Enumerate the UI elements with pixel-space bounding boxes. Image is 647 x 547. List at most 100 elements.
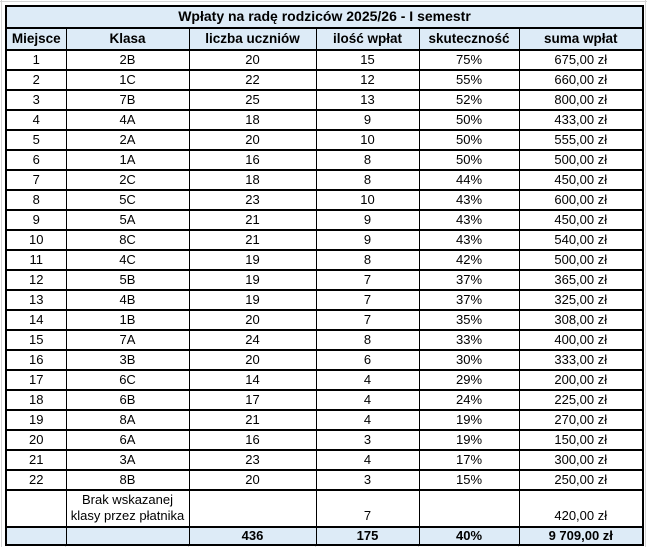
cell-klasa[interactable]: 8A xyxy=(65,409,190,431)
cell-suma-wplat[interactable]: 450,00 zł xyxy=(518,169,644,191)
cell-miejsce[interactable]: 22 xyxy=(5,469,67,491)
cell-klasa[interactable]: 2A xyxy=(65,129,190,151)
cell-skutecznosc[interactable]: 50% xyxy=(418,109,520,131)
cell-liczba-uczniow[interactable]: 14 xyxy=(188,369,317,391)
cell-klasa[interactable]: 4A xyxy=(65,109,190,131)
cell-ilosc-wplat[interactable]: 6 xyxy=(315,349,420,371)
cell-klasa[interactable]: 5A xyxy=(65,209,190,231)
cell-liczba-uczniow[interactable]: 20 xyxy=(188,49,317,71)
cell-miejsce[interactable]: 11 xyxy=(5,249,67,271)
cell-total-miejsce-empty[interactable] xyxy=(5,525,67,547)
table-title-cell[interactable]: Wpłaty na radę rodziców 2025/26 - I seme… xyxy=(5,5,644,29)
cell-ilosc-wplat[interactable]: 4 xyxy=(315,389,420,411)
cell-klasa[interactable]: 8B xyxy=(65,469,190,491)
cell-liczba-uczniow[interactable]: 18 xyxy=(188,169,317,191)
cell-liczba-uczniow[interactable]: 19 xyxy=(188,289,317,311)
cell-suma-wplat[interactable]: 250,00 zł xyxy=(518,469,644,491)
cell-liczba-uczniow[interactable]: 19 xyxy=(188,269,317,291)
cell-suma-wplat[interactable]: 300,00 zł xyxy=(518,449,644,471)
cell-skutecznosc[interactable]: 30% xyxy=(418,349,520,371)
cell-klasa[interactable]: 3B xyxy=(65,349,190,371)
cell-suma-wplat[interactable]: 540,00 zł xyxy=(518,229,644,251)
cell-miejsce[interactable]: 13 xyxy=(5,289,67,311)
cell-klasa[interactable]: 8C xyxy=(65,229,190,251)
cell-ilosc-wplat-unassigned[interactable]: 7 xyxy=(315,489,420,528)
cell-ilosc-wplat[interactable]: 3 xyxy=(315,429,420,451)
cell-skutecznosc[interactable]: 37% xyxy=(418,269,520,291)
cell-klasa[interactable]: 4B xyxy=(65,289,190,311)
cell-klasa[interactable]: 6C xyxy=(65,369,190,391)
cell-liczba-uczniow[interactable]: 20 xyxy=(188,349,317,371)
cell-liczba-uczniow[interactable]: 16 xyxy=(188,149,317,171)
cell-liczba-uczniow[interactable]: 22 xyxy=(188,69,317,91)
cell-ilosc-wplat[interactable]: 9 xyxy=(315,109,420,131)
cell-total-liczba-uczniow[interactable]: 436 xyxy=(188,525,317,547)
cell-suma-wplat[interactable]: 325,00 zł xyxy=(518,289,644,311)
cell-klasa[interactable]: 1B xyxy=(65,309,190,331)
cell-suma-wplat[interactable]: 500,00 zł xyxy=(518,249,644,271)
cell-liczba-uczniow[interactable]: 23 xyxy=(188,189,317,211)
cell-klasa[interactable]: 1C xyxy=(65,69,190,91)
cell-miejsce[interactable]: 9 xyxy=(5,209,67,231)
cell-klasa[interactable]: 6B xyxy=(65,389,190,411)
cell-suma-wplat[interactable]: 200,00 zł xyxy=(518,369,644,391)
cell-skutecznosc[interactable]: 50% xyxy=(418,129,520,151)
cell-ilosc-wplat[interactable]: 9 xyxy=(315,229,420,251)
cell-suma-wplat[interactable]: 308,00 zł xyxy=(518,309,644,331)
cell-klasa[interactable]: 5C xyxy=(65,189,190,211)
cell-ilosc-wplat[interactable]: 4 xyxy=(315,409,420,431)
cell-ilosc-wplat[interactable]: 7 xyxy=(315,309,420,331)
cell-liczba-uczniow[interactable]: 21 xyxy=(188,229,317,251)
cell-ilosc-wplat[interactable]: 15 xyxy=(315,49,420,71)
cell-ilosc-wplat[interactable]: 10 xyxy=(315,189,420,211)
cell-skutecznosc[interactable]: 17% xyxy=(418,449,520,471)
cell-ilosc-wplat[interactable]: 12 xyxy=(315,69,420,91)
cell-klasa[interactable]: 2B xyxy=(65,49,190,71)
cell-skutecznosc[interactable]: 44% xyxy=(418,169,520,191)
cell-skutecznosc[interactable]: 15% xyxy=(418,469,520,491)
column-header-ilosc-wplat[interactable]: ilość wpłat xyxy=(315,27,420,51)
cell-liczba-uczniow[interactable]: 21 xyxy=(188,209,317,231)
cell-total-skutecznosc[interactable]: 40% xyxy=(418,525,520,547)
cell-ilosc-wplat[interactable]: 9 xyxy=(315,209,420,231)
cell-liczba-uczniow[interactable]: 21 xyxy=(188,409,317,431)
cell-skutecznosc[interactable]: 43% xyxy=(418,209,520,231)
cell-skutecznosc[interactable]: 75% xyxy=(418,49,520,71)
cell-ilosc-wplat[interactable]: 8 xyxy=(315,149,420,171)
cell-skutecznosc-empty[interactable] xyxy=(418,489,520,528)
cell-ilosc-wplat[interactable]: 13 xyxy=(315,89,420,111)
cell-suma-wplat[interactable]: 333,00 zł xyxy=(518,349,644,371)
cell-ilosc-wplat[interactable]: 7 xyxy=(315,289,420,311)
cell-miejsce[interactable]: 19 xyxy=(5,409,67,431)
cell-miejsce[interactable]: 20 xyxy=(5,429,67,451)
cell-suma-wplat[interactable]: 365,00 zł xyxy=(518,269,644,291)
cell-miejsce-empty[interactable] xyxy=(5,489,67,528)
cell-liczba-uczniow[interactable]: 16 xyxy=(188,429,317,451)
cell-total-klasa-empty[interactable] xyxy=(65,525,190,547)
cell-suma-wplat[interactable]: 400,00 zł xyxy=(518,329,644,351)
cell-miejsce[interactable]: 16 xyxy=(5,349,67,371)
cell-liczba-uczniow[interactable]: 17 xyxy=(188,389,317,411)
cell-ilosc-wplat[interactable]: 7 xyxy=(315,269,420,291)
cell-suma-wplat[interactable]: 555,00 zł xyxy=(518,129,644,151)
cell-skutecznosc[interactable]: 43% xyxy=(418,229,520,251)
cell-liczba-uczniow[interactable]: 19 xyxy=(188,249,317,271)
column-header-suma-wplat[interactable]: suma wpłat xyxy=(518,27,644,51)
column-header-liczba-uczniow[interactable]: liczba uczniów xyxy=(188,27,317,51)
cell-klasa[interactable]: 6A xyxy=(65,429,190,451)
cell-klasa[interactable]: 3A xyxy=(65,449,190,471)
cell-miejsce[interactable]: 10 xyxy=(5,229,67,251)
cell-suma-wplat[interactable]: 450,00 zł xyxy=(518,209,644,231)
cell-liczba-uczniow[interactable]: 20 xyxy=(188,469,317,491)
cell-miejsce[interactable]: 21 xyxy=(5,449,67,471)
cell-ilosc-wplat[interactable]: 8 xyxy=(315,169,420,191)
cell-miejsce[interactable]: 17 xyxy=(5,369,67,391)
cell-miejsce[interactable]: 12 xyxy=(5,269,67,291)
cell-ilosc-wplat[interactable]: 4 xyxy=(315,449,420,471)
cell-skutecznosc[interactable]: 35% xyxy=(418,309,520,331)
cell-liczba-uczniow[interactable]: 18 xyxy=(188,109,317,131)
cell-liczba-uczniow[interactable]: 23 xyxy=(188,449,317,471)
cell-miejsce[interactable]: 5 xyxy=(5,129,67,151)
cell-suma-wplat[interactable]: 600,00 zł xyxy=(518,189,644,211)
cell-klasa[interactable]: 4C xyxy=(65,249,190,271)
